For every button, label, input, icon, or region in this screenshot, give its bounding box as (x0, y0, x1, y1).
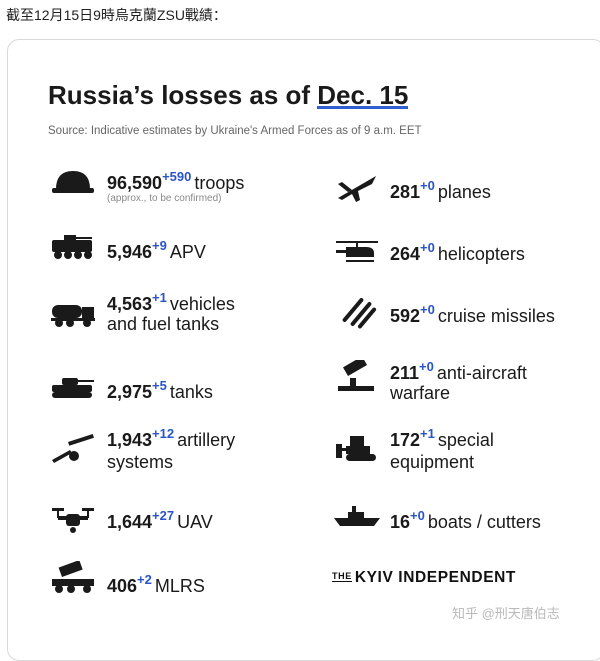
fuel-truck-icon (48, 295, 98, 331)
stat-label: troops (194, 173, 245, 193)
stat-value: 592 (390, 306, 421, 326)
helicopter-icon (332, 233, 382, 269)
stat-label-line2: warfare (390, 383, 451, 403)
artillery-icon (48, 432, 98, 468)
stat-value: 281 (390, 182, 421, 202)
stat-value: 1,943 (107, 430, 153, 450)
post-caption: 截至12月15日9時烏克蘭ZSU戰績： (6, 7, 227, 23)
tank-icon (48, 368, 98, 404)
stat-delta: +590 (162, 169, 192, 184)
stat-label: artillery (177, 430, 236, 450)
anti-aircraft-icon (332, 360, 382, 396)
stat-delta: +0 (420, 302, 435, 317)
stat-delta: +9 (152, 238, 167, 253)
title-date: Dec. 15 (317, 80, 409, 110)
stat-delta: +1 (420, 426, 435, 441)
boat-icon (332, 498, 382, 534)
infographic-title: Russia’s losses as of Dec. 15 (48, 80, 409, 111)
stat-value: 172 (390, 430, 421, 450)
stat-label: cruise missiles (437, 306, 555, 326)
watermark: 知乎 @刑天唐伯志 (452, 606, 560, 621)
plane-icon (332, 170, 382, 206)
stat-label: boats / cutters (427, 512, 541, 532)
helmet-icon (48, 165, 98, 201)
stat-label-line2: and fuel tanks (107, 314, 220, 334)
stat-label-line2: systems (107, 452, 174, 472)
stat-delta: +12 (152, 426, 175, 441)
stat-delta: +0 (420, 178, 435, 193)
stat-label: UAV (177, 512, 213, 532)
kyiv-independent-logo: THE KYIV INDEPENDENT (332, 569, 516, 587)
stat-label: vehicles (169, 294, 235, 314)
stat-delta: +27 (152, 508, 175, 523)
stat-delta: +0 (420, 240, 435, 255)
stat-value: 406 (107, 576, 138, 596)
brand-name: KYIV INDEPENDENT (354, 569, 516, 586)
stat-value: 1,644 (107, 512, 153, 532)
stat-value: 4,563 (107, 294, 153, 314)
title-prefix: Russia’s losses as of (48, 80, 318, 110)
stat-delta: +0 (419, 359, 434, 374)
infographic-card: Russia’s losses as of Dec. 15 Source: In… (7, 39, 600, 661)
drone-icon (48, 500, 98, 536)
apv-icon (48, 228, 98, 264)
stat-label: MLRS (154, 576, 205, 596)
stat-label: planes (437, 182, 491, 202)
stat-label: helicopters (437, 244, 525, 264)
stat-value: 5,946 (107, 242, 153, 262)
stat-label: APV (169, 242, 206, 262)
stat-delta: +1 (152, 290, 167, 305)
missile-icon (332, 294, 382, 330)
stat-label: special (437, 430, 494, 450)
stat-label-line2: equipment (390, 452, 475, 472)
stat-label: anti-aircraft (436, 363, 527, 383)
stat-value: 16 (390, 512, 411, 532)
stat-delta: +0 (410, 508, 425, 523)
source-note: Source: Indicative estimates by Ukraine'… (48, 125, 422, 137)
stat-value: 264 (390, 244, 421, 264)
stat-delta: +5 (152, 378, 167, 393)
stat-label: tanks (169, 382, 213, 402)
stat-value: 96,590 (107, 173, 163, 193)
bulldozer-icon (332, 430, 382, 466)
stat-note: (approx., to be confirmed) (107, 193, 222, 204)
brand-prefix: THE (332, 571, 352, 582)
mlrs-icon (48, 561, 98, 597)
stat-value: 2,975 (107, 382, 153, 402)
stat-value: 211 (390, 363, 420, 383)
stat-delta: +2 (137, 572, 152, 587)
